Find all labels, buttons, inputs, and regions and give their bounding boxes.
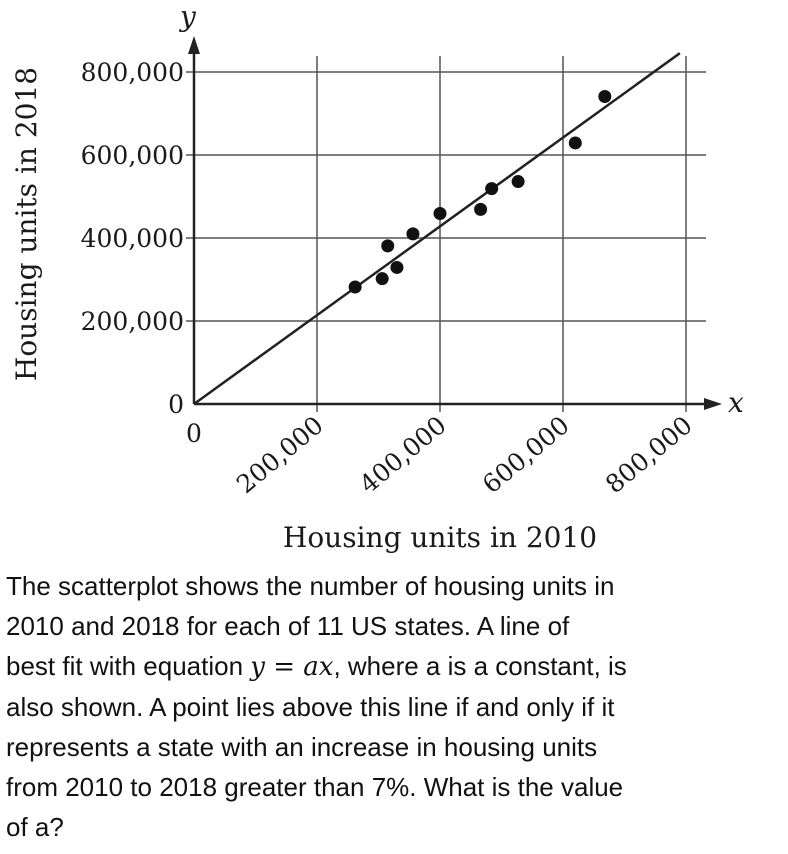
y-tick-label: 600,000 [81,141,184,170]
x-tick-labels: 0 200,000 400,000 600,000 800,000 [186,410,698,499]
line-of-best-fit [193,52,681,406]
data-point [348,280,362,294]
data-points [348,89,612,294]
x-tick-label: 200,000 [231,410,329,499]
data-point [375,272,389,286]
data-point [433,207,447,221]
question-line-4: also shown. A point lies above this line… [6,692,615,722]
x-tick-label: 400,000 [354,410,452,499]
x-tick-label: 0 [186,419,202,448]
data-point [485,182,499,196]
y-tick-label: 400,000 [81,224,184,253]
x-tick-label: 600,000 [477,410,575,499]
axes: x y [178,0,744,419]
x-axis-arrow [704,398,722,410]
question-line-3-post: , where a is a constant, is [333,651,627,681]
x-axis-variable: x [728,386,744,419]
question-line-2: 2010 and 2018 for each of 11 US states. … [6,611,570,641]
y-axis-variable: y [178,0,197,33]
y-axis-title: Housing units in 2018 [10,67,43,381]
question-line-6: from 2010 to 2018 greater than 7%. What … [6,772,624,802]
x-tick-label: 800,000 [600,410,698,499]
data-point [511,175,525,189]
fit-line-layer [193,52,681,406]
y-tick-label: 800,000 [81,58,184,87]
y-tick-label: 200,000 [81,307,184,336]
grid [186,56,706,412]
question-line-5: represents a state with an increase in h… [6,732,598,762]
question-line-3-pre: best fit with equation [6,651,251,681]
y-axis-arrow [188,36,200,54]
data-point [474,202,488,216]
y-tick-label: 0 [168,390,184,419]
data-point [406,227,420,241]
data-point [598,89,612,103]
data-point [381,239,395,253]
question-line-7: of a? [6,812,64,842]
y-tick-labels: 0 200,000 400,000 600,000 800,000 [81,58,184,419]
x-axis-title: Housing units in 2010 [283,521,597,554]
scatterplot-chart: x y 0 200,000 400,000 600,000 800,000 0 200,0… [10,0,744,554]
data-point [568,136,582,150]
equation: y = ax [250,652,334,682]
question-line-1: The scatterplot shows the number of hous… [6,571,615,601]
data-point [390,260,404,274]
question-text: The scatterplot shows the number of hous… [6,566,776,847]
